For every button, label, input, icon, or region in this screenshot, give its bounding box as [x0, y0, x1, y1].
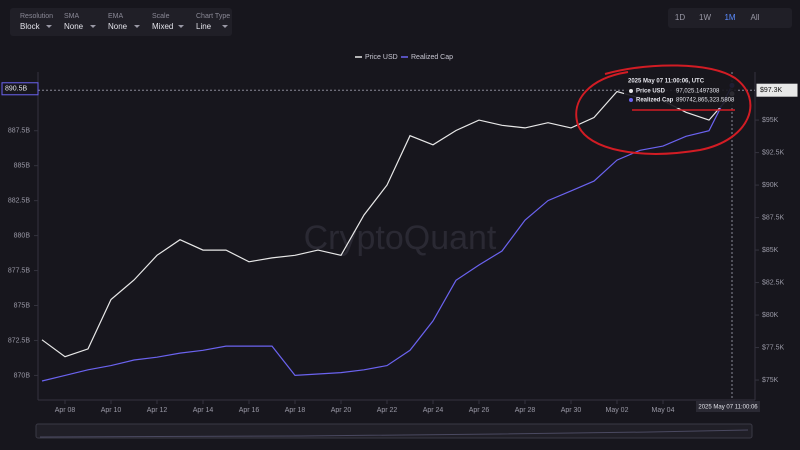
- tooltip-value: 890742,865,323.5808: [676, 98, 735, 104]
- x-tick-label: Apr 26: [469, 407, 490, 414]
- y-tick-label: 880B: [14, 232, 31, 239]
- tooltip-box: [624, 74, 738, 108]
- tooltip-value: 97,025.1497308: [676, 89, 720, 95]
- watermark: CryptoQuant: [304, 219, 497, 257]
- x-tick-label: Apr 24: [423, 407, 444, 414]
- y2-tick-label: $85K: [762, 247, 779, 254]
- series-line: [41, 85, 733, 382]
- dropdown-label[interactable]: Scale: [152, 13, 170, 20]
- x-tick-label: May 02: [606, 407, 629, 414]
- y-tick-label: 882.5B: [8, 197, 31, 204]
- y-tick-label: 875B: [14, 302, 31, 309]
- y-tick-label: 870B: [14, 372, 31, 379]
- annotation-circle: [575, 64, 752, 155]
- x-tick-label: Apr 28: [515, 407, 536, 414]
- navigator-line: [39, 429, 749, 438]
- y2-tick-label: $95K: [762, 117, 779, 124]
- x-tick-label: Apr 30: [561, 407, 582, 414]
- dropdown-caret: [46, 25, 52, 28]
- axis-badge-label: 890.5B: [5, 86, 28, 93]
- dropdown-label[interactable]: EMA: [108, 13, 124, 20]
- y-tick-label: 877.5B: [8, 267, 31, 274]
- axis-badge: [756, 83, 798, 97]
- range-button[interactable]: 1M: [724, 13, 735, 22]
- y2-tick-label: $77.5K: [762, 344, 785, 351]
- x-tick-label: May 04: [652, 407, 675, 414]
- y-tick-label: 885B: [14, 163, 31, 170]
- tooltip-dot: [629, 89, 633, 93]
- range-button[interactable]: 1W: [699, 13, 711, 22]
- range-panel: [668, 8, 792, 28]
- dropdown-value[interactable]: None: [108, 22, 128, 31]
- tooltip-name: Realized Cap: [636, 98, 674, 104]
- dropdown-label[interactable]: Chart Type: [196, 13, 230, 20]
- legend-label[interactable]: Price USD: [365, 54, 398, 61]
- dropdown-caret: [222, 25, 228, 28]
- dropdown-label[interactable]: Resolution: [20, 13, 53, 20]
- dropdown-caret: [90, 25, 96, 28]
- dropdown-value[interactable]: Block: [20, 22, 41, 31]
- range-button[interactable]: All: [751, 13, 760, 22]
- crosshair-label: 2025 May 07 11:00:06: [698, 405, 758, 411]
- dropdown-caret: [178, 25, 184, 28]
- series-line: [41, 90, 733, 358]
- toolbar: Resolution Block SMA None EMA None Scale Mixed C…: [20, 13, 230, 31]
- crosshair-label-box: [696, 401, 760, 412]
- dropdown-value[interactable]: Line: [196, 22, 212, 31]
- dropdown-caret: [134, 25, 140, 28]
- legend-label[interactable]: Realized Cap: [411, 54, 453, 61]
- x-tick-label: Apr 08: [55, 407, 76, 414]
- x-tick-label: Apr 16: [239, 407, 260, 414]
- y2-tick-label: $87.5K: [762, 214, 785, 221]
- axis-badge: [1, 82, 39, 96]
- y-tick-label: 887.5B: [8, 128, 31, 135]
- x-tick-label: Apr 18: [285, 407, 306, 414]
- x-tick-label: Apr 22: [377, 407, 398, 414]
- x-tick-label: Apr 10: [101, 407, 122, 414]
- tooltip-dot: [629, 98, 633, 102]
- tooltip-name: Price USD: [636, 89, 666, 95]
- y2-tick-label: $80K: [762, 312, 779, 319]
- y2-tick-label: $90K: [762, 182, 779, 189]
- tooltip-time: 2025 May 07 11:00:06, UTC: [628, 79, 705, 85]
- dropdown-value[interactable]: None: [64, 22, 84, 31]
- x-tick-label: Apr 12: [147, 407, 168, 414]
- dropdown-value[interactable]: Mixed: [152, 22, 173, 31]
- y2-tick-label: $92.5K: [762, 149, 785, 156]
- plot: 870B 872.5B 875B 877.5B 880B 882.5B 885B 887.5B…: [1, 54, 798, 414]
- range-button[interactable]: 1D: [675, 13, 685, 22]
- x-tick-label: Apr 14: [193, 407, 214, 414]
- axis-badge-label: $97.3K: [760, 87, 783, 94]
- y2-tick-label: $75K: [762, 377, 779, 384]
- y2-tick-label: $82.5K: [762, 279, 785, 286]
- range-selector: 1D 1W 1M All: [668, 8, 792, 28]
- dropdown-label[interactable]: SMA: [64, 13, 80, 20]
- toolbar-panel: [10, 8, 232, 36]
- navigator: [35, 423, 753, 439]
- y-tick-label: 872.5B: [8, 337, 31, 344]
- x-tick-label: Apr 20: [331, 407, 352, 414]
